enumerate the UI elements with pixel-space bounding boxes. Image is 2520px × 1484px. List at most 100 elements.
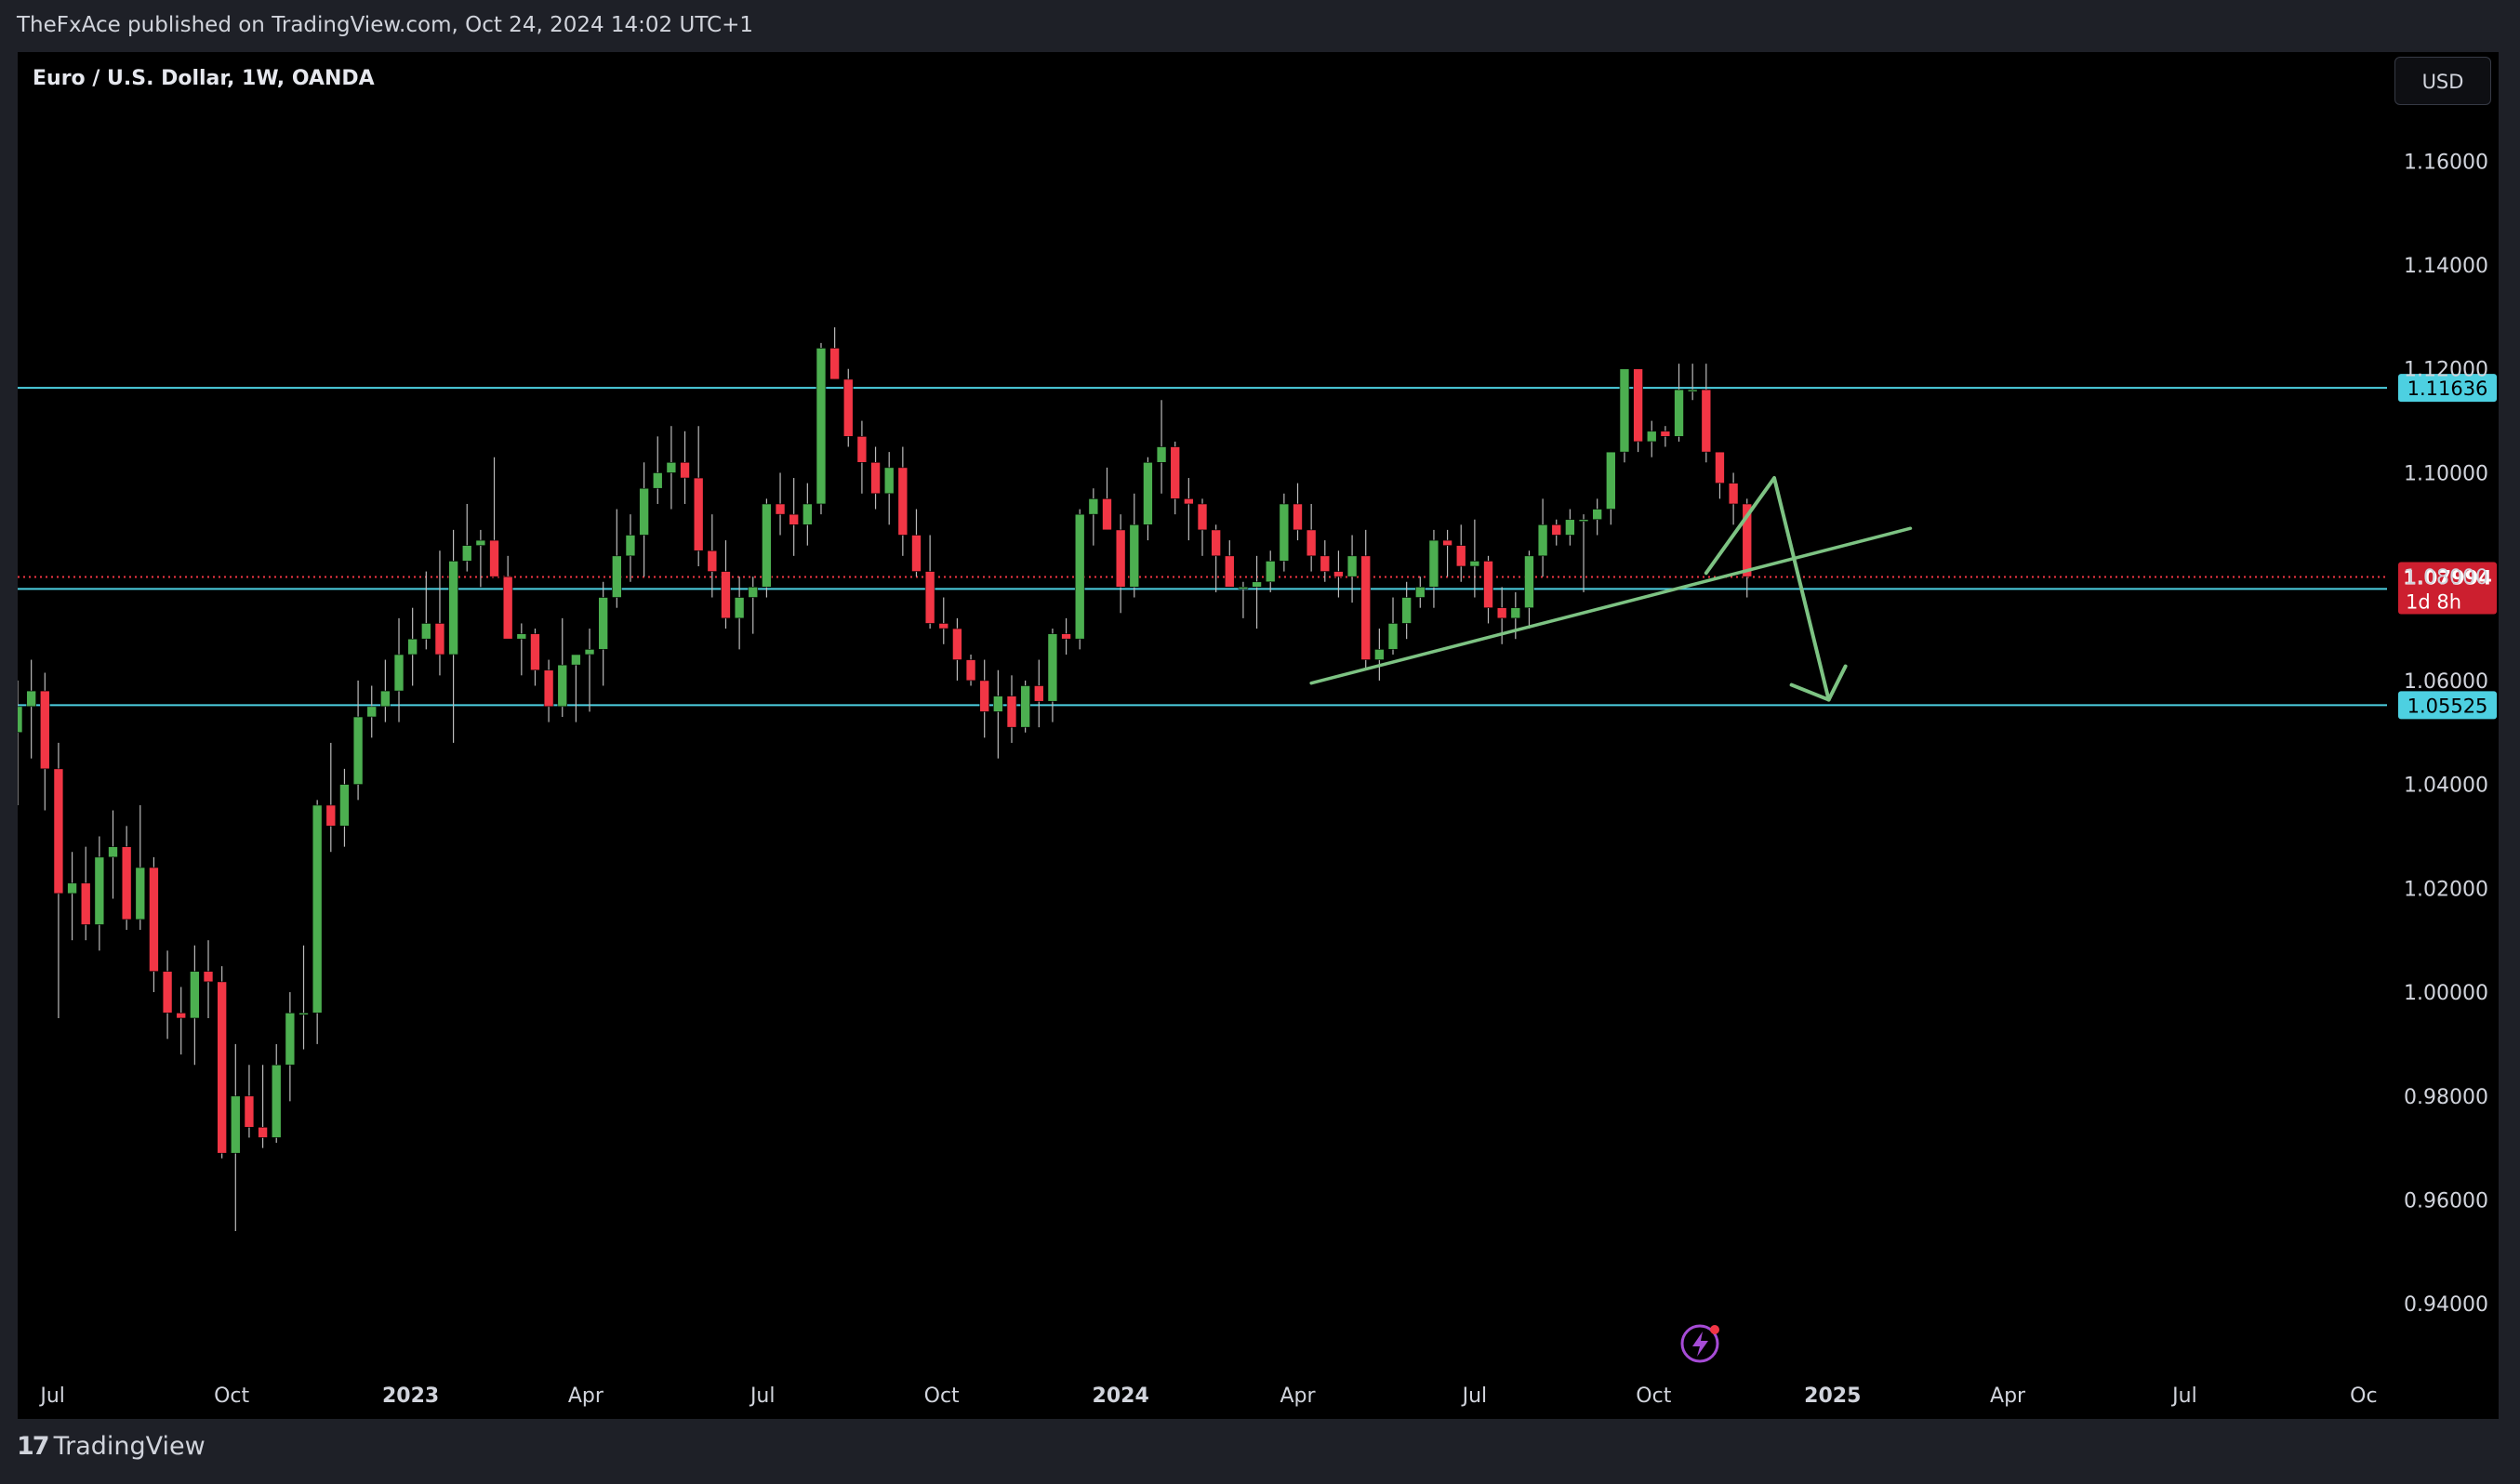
candle-body [135,867,146,921]
candle [1279,493,1290,572]
candle [217,966,227,1159]
candle-body [393,654,405,692]
candle [366,685,378,738]
candle-body [1578,519,1589,523]
candle [1115,514,1126,614]
candle-body [1346,555,1358,577]
candle [231,1043,241,1232]
candle [1633,368,1643,453]
price-tick-label: 1.00000 [2404,982,2488,1005]
candle-body [1306,529,1317,557]
lightning-icon[interactable] [1680,1324,1719,1363]
candle [203,940,214,1018]
candle [1728,472,1739,525]
candle-body [775,503,786,515]
level-price-label: 1.05525 [2407,695,2488,717]
candle [1306,503,1317,572]
candle-body [1102,498,1112,531]
candle-body [734,597,745,619]
candle-body [897,467,909,536]
candle-body [434,623,445,656]
candle-body [1197,503,1208,531]
candle [285,992,296,1102]
candle-body [911,535,922,572]
candle-body [1006,696,1017,728]
candle-body [1701,389,1712,453]
candle [571,654,581,722]
candle-body [258,1126,268,1138]
candle [1701,364,1712,463]
candle-body [652,472,663,489]
candle-body [1537,524,1548,557]
candle-body [680,461,690,479]
candle-body [1606,451,1616,510]
candle [856,420,868,494]
candle [789,478,799,556]
time-tick-label: Jul [38,1385,65,1408]
candle [26,659,36,759]
tradingview-logo[interactable]: 17 TradingView [17,1432,206,1461]
candle [67,852,77,941]
candle [1320,540,1331,582]
candle-body [938,623,949,629]
time-tick-label: Jul [749,1385,776,1408]
candle-body [802,503,813,525]
candle-body [1115,529,1126,588]
candle-body [271,1064,282,1138]
candle [1715,451,1725,499]
publish-header: TheFxAce published on TradingView.com, O… [0,0,2520,52]
price-tick-label: 1.10000 [2404,462,2488,485]
candle [557,617,568,717]
candle-body [176,1013,187,1019]
candle-body [952,628,962,660]
candle [707,514,718,598]
candle-body [1074,513,1085,640]
time-tick-label: Jul [1461,1385,1488,1408]
candle [461,503,472,572]
candle-body [1252,581,1262,588]
candle [721,540,731,629]
candle [1047,629,1058,722]
candle [325,742,337,853]
candle [1646,420,1657,457]
price-axis: 1.16000 1.14000 1.12000 1.10000 1.08000 1.060… [2404,151,2488,1317]
candle-body [489,539,499,577]
candle [924,535,935,629]
candle [502,555,513,640]
candle-body [1156,446,1167,463]
candle-body [203,971,214,983]
candle-body [80,882,91,925]
price-tick-label: 1.04000 [2404,775,2488,798]
candle [1184,478,1194,541]
candle [190,945,200,1066]
candle-body [502,576,513,640]
candle [802,483,813,546]
time-tick-label: Apr [568,1385,604,1408]
candle [1006,675,1017,743]
candle-body [285,1013,296,1066]
candle [1129,493,1140,598]
currency-button[interactable]: USD [2394,57,2491,105]
candle-body [666,461,677,473]
candle-body [1728,483,1739,505]
candle-body [1428,539,1439,588]
candle [1524,550,1534,629]
time-tick-label: 2023 [382,1385,439,1408]
candle [1674,364,1684,442]
candle-body [1455,545,1466,567]
candle [1374,629,1385,681]
candle [775,472,786,536]
footer: 17 TradingView [0,1419,2520,1484]
candle-body [1184,498,1194,505]
candle-body [721,571,731,619]
candle-body [1265,561,1276,583]
candle [1143,457,1153,541]
candle [897,446,909,556]
time-tick-label: Apr [1280,1385,1316,1408]
candle [176,987,187,1055]
time-tick-label: Jul [2170,1385,2197,1408]
candle [1660,426,1671,447]
time-axis: Jul Oct 2023 Apr Jul Oct 2024 Apr Jul Oct 2025 Apr J… [38,1385,2377,1408]
